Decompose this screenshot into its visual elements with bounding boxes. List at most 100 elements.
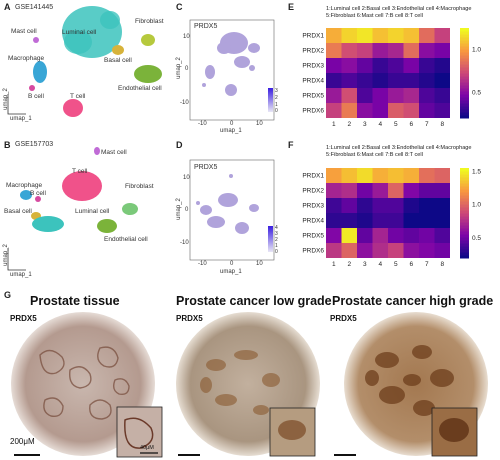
heat-cell-f-3-2	[357, 213, 373, 228]
col-label-e-2: 3	[363, 121, 367, 128]
label-luminal-a: Luminal cell	[62, 29, 97, 36]
axis-x-a: umap_1	[10, 116, 32, 122]
heat-cell-f-3-1	[341, 213, 357, 228]
feature-plot-c: PRDX5 umap_2 umap_1 -10 0 10 10 0 -10 3 …	[176, 0, 286, 138]
colorbar-seg-e-12	[460, 79, 469, 83]
heat-cell-f-5-4	[388, 243, 404, 258]
heat-cell-e-2-1	[341, 58, 357, 73]
heatmap-e: PRDX1 PRDX2 PRDX3 PRDX4 PRDX5 PRDX6 1 2 3 4 5 6 7 8 1.…	[302, 28, 481, 128]
ylabel-d: umap_2	[175, 198, 182, 220]
heat-cell-e-3-0	[326, 73, 342, 88]
heat-cell-e-0-6	[419, 28, 435, 43]
colorbar-seg-f-2	[460, 249, 469, 253]
heat-cell-f-5-6	[419, 243, 435, 258]
heat-cell-f-1-2	[357, 183, 373, 198]
cluster-bcell-a	[29, 85, 35, 91]
heat-cell-e-4-3	[372, 88, 388, 103]
col-label-e-3: 4	[378, 121, 382, 128]
heat-cell-e-4-5	[403, 88, 419, 103]
panel-label-f: F	[288, 140, 294, 150]
heat-cell-f-3-4	[388, 213, 404, 228]
heat-cell-e-3-5	[403, 73, 419, 88]
colorbar-seg-f-17	[460, 204, 469, 208]
heat-cell-f-2-4	[388, 198, 404, 213]
heat-cell-e-1-6	[419, 43, 435, 58]
colorbar-seg-e-14	[460, 73, 469, 77]
cbar-tick-c-1: 2	[275, 95, 278, 101]
legend-line1-e: 1:Luminal cell 2:Basal cell 3:Endothelia…	[326, 6, 472, 12]
heat-cell-e-5-2	[357, 103, 373, 118]
tissue-label-2: PRDX5	[176, 314, 203, 323]
cluster-bcell-b	[35, 196, 41, 202]
label-macrophage-b: Macrophage	[6, 182, 43, 189]
heat-cell-f-5-3	[372, 243, 388, 258]
heat-cell-f-0-2	[357, 168, 373, 183]
cbar-tick-d-3: 1	[275, 243, 278, 249]
gene-label-c: PRDX5	[194, 23, 218, 30]
colorbar-seg-f-0	[460, 255, 469, 259]
heat-cell-e-1-3	[372, 43, 388, 58]
colorbar-seg-e-25	[460, 40, 469, 44]
colorbar-seg-f-27	[460, 174, 469, 178]
colorbar-seg-e-2	[460, 109, 469, 113]
heat-cell-e-2-0	[326, 58, 342, 73]
label-fibroblast-b: Fibroblast	[125, 183, 154, 190]
tissue-image-1	[11, 312, 163, 458]
cluster-fibroblast-a	[141, 34, 155, 46]
heat-cell-f-0-7	[434, 168, 450, 183]
colorbar-seg-e-10	[460, 85, 469, 89]
heat-cell-f-0-1	[341, 168, 357, 183]
heat-cell-f-1-5	[403, 183, 419, 198]
heat-cell-e-1-0	[326, 43, 342, 58]
heat-cell-e-4-6	[419, 88, 435, 103]
colorbar-seg-f-29	[460, 168, 469, 172]
scale-text-1: 200μM	[10, 437, 35, 446]
cbar-tick-c-3: 0	[275, 108, 278, 114]
heat-cell-e-3-4	[388, 73, 404, 88]
colorbar-seg-f-7	[460, 234, 469, 238]
heatmap-f: PRDX1 PRDX2 PRDX3 PRDX4 PRDX5 PRDX6 1 2 3 4 5 6 7 8 1.…	[302, 168, 481, 268]
heat-cell-e-2-3	[372, 58, 388, 73]
heat-cell-f-3-6	[419, 213, 435, 228]
colorbar-tick-f-0: 1.5	[472, 168, 481, 175]
plot-frame-d	[189, 159, 275, 261]
heat-cell-e-3-1	[341, 73, 357, 88]
colorbar-seg-e-27	[460, 34, 469, 38]
heat-cell-e-0-2	[357, 28, 373, 43]
xtick-c-1: 0	[230, 121, 234, 127]
heat-cell-e-5-3	[372, 103, 388, 118]
colorbar-tick-f-1: 1.0	[472, 202, 481, 209]
col-label-e-0: 1	[332, 121, 336, 128]
colorbar-seg-f-8	[460, 231, 469, 235]
heat-cell-f-1-3	[372, 183, 388, 198]
feature-dots-d	[196, 174, 259, 234]
colorbar-seg-e-24	[460, 43, 469, 47]
heat-cell-e-0-7	[434, 28, 450, 43]
heat-cell-e-2-5	[403, 58, 419, 73]
heat-cell-e-4-7	[434, 88, 450, 103]
col-label-f-3: 4	[378, 261, 382, 268]
feature-plot-d: PRDX5 umap_2 umap_1 -10 0 10 10 0 -10 4 …	[176, 148, 286, 283]
heat-cell-f-1-7	[434, 183, 450, 198]
cluster-endothelial-b	[97, 219, 117, 233]
colorbar-seg-e-21	[460, 52, 469, 56]
label-bcell-a: B cell	[28, 93, 44, 100]
xtick-c-2: 10	[256, 121, 263, 127]
cluster-mast-a	[33, 37, 39, 43]
cbar-tick-d-0: 4	[275, 225, 278, 231]
tissue-label-3: PRDX5	[330, 314, 357, 323]
cbar-tick-c-0: 3	[275, 88, 278, 94]
dataset-label-a: GSE141445	[15, 4, 54, 11]
colorbar-seg-e-1	[460, 112, 469, 116]
row-label-f-2: PRDX3	[302, 203, 324, 210]
heat-cell-e-5-7	[434, 103, 450, 118]
legend-line2-f: 5:Fibroblast 6:Mast cell 7:B cell 8:T ce…	[326, 152, 423, 158]
tissue-image-2	[176, 312, 320, 457]
cluster-tcell-a	[63, 99, 83, 117]
colorbar-seg-f-10	[460, 225, 469, 229]
tissue-title-1: Prostate tissue	[30, 294, 120, 308]
tissue-image-3	[334, 312, 488, 457]
panel-label-c: C	[176, 2, 183, 12]
cluster-macrophage-b	[20, 190, 32, 200]
ytick-d-2: -10	[180, 240, 189, 246]
